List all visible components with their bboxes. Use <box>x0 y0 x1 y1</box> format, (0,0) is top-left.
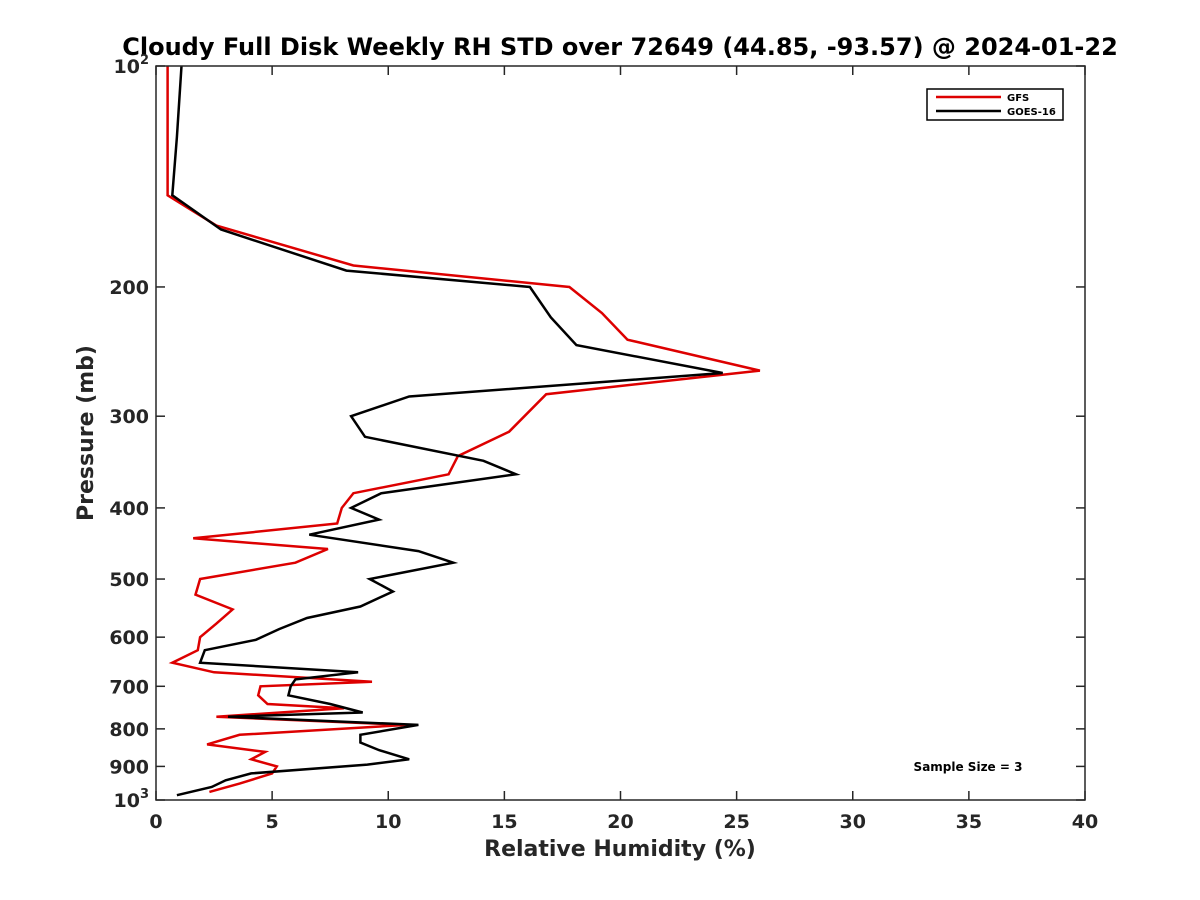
y-tick-label: 103 <box>114 787 150 812</box>
legend-box <box>926 88 1064 121</box>
y-tick-label: 500 <box>109 569 149 591</box>
y-tick-label: 800 <box>109 719 149 741</box>
legend-label: GFS <box>1007 93 1029 104</box>
plot-axes <box>155 65 1086 801</box>
y-tick-base: 10 <box>114 790 140 812</box>
sample-size-annotation: Sample Size = 3 <box>914 760 1023 774</box>
legend-label: GOES-16 <box>1007 107 1056 118</box>
x-tick-label: 40 <box>1072 811 1098 833</box>
y-tick-label: 400 <box>109 498 149 520</box>
y-tick-exponent: 3 <box>140 787 149 802</box>
series-line-goes-16 <box>170 65 723 797</box>
y-tick-label: 102 <box>114 53 150 78</box>
y-tick-label: 600 <box>109 627 149 649</box>
x-tick-label: 20 <box>607 811 633 833</box>
y-tick-label: 900 <box>109 756 149 778</box>
x-axis-label: Relative Humidity (%) <box>484 837 756 862</box>
y-axis-label: Pressure (mb) <box>74 345 99 521</box>
y-tick-base: 10 <box>114 56 140 78</box>
y-tick-label: 200 <box>109 277 149 299</box>
x-tick-label: 15 <box>491 811 517 833</box>
y-tick-label: 300 <box>109 406 149 428</box>
x-tick-label: 10 <box>375 811 401 833</box>
x-tick-label: 0 <box>149 811 162 833</box>
x-tick-label: 30 <box>840 811 866 833</box>
series-line-gfs <box>166 66 761 794</box>
y-tick-label: 700 <box>109 676 149 698</box>
x-tick-label: 5 <box>266 811 279 833</box>
chart-title: Cloudy Full Disk Weekly RH STD over 7264… <box>122 33 1118 61</box>
y-tick-exponent: 2 <box>140 53 149 68</box>
x-tick-label: 25 <box>723 811 749 833</box>
x-tick-label: 35 <box>956 811 982 833</box>
